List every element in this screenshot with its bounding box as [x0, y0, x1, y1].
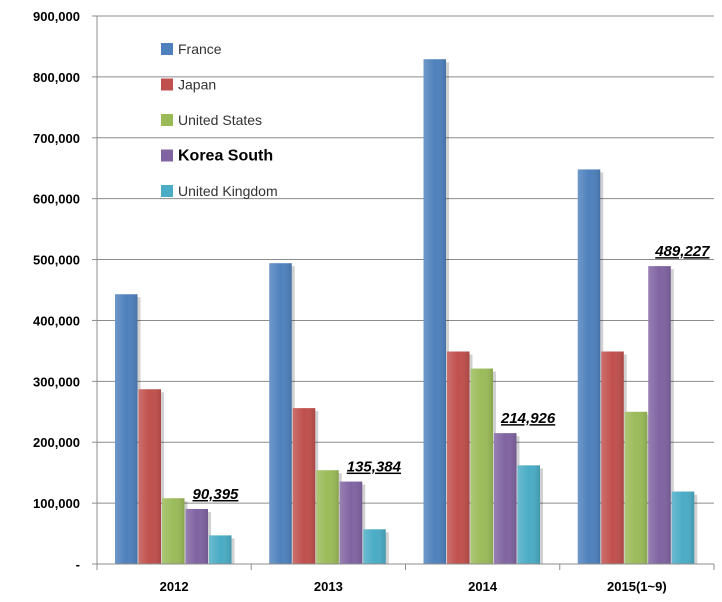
y-axis-tick-labels: - 100,000 200,000 300,000 400,000 500,000 600,… [33, 9, 97, 572]
bar-shading [316, 470, 339, 564]
bar-shading [185, 508, 208, 564]
bar-shading [648, 266, 671, 564]
value-callout: 489,227 [654, 243, 710, 260]
y-tick-label: 300,000 [33, 374, 80, 389]
x-tick-label: 2014 [468, 579, 498, 594]
legend-swatch [161, 43, 173, 55]
bar-shading [292, 408, 316, 564]
y-tick-label: 400,000 [33, 313, 80, 328]
bar-shading [363, 529, 386, 564]
x-axis-tick-labels: 2012 2013 2014 2015(1~9) [160, 579, 667, 594]
legend-label: Korea South [178, 148, 273, 165]
bar-shading [138, 389, 161, 564]
legend-swatch [161, 114, 173, 126]
value-callout: 90,395 [193, 486, 240, 503]
axes [96, 16, 715, 570]
gridlines [97, 15, 714, 504]
y-tick-label: 100,000 [33, 496, 80, 511]
bar-shading [577, 169, 601, 564]
legend-label: United Kingdom [178, 183, 278, 199]
legend-label: France [178, 41, 222, 57]
bar-shading [601, 351, 624, 564]
bars [115, 59, 698, 564]
bar-shading [447, 351, 470, 564]
x-tick-label: 2015(1~9) [607, 579, 667, 594]
y-tick-label: - [76, 557, 80, 572]
bar-shading [115, 294, 138, 564]
legend-swatch [161, 149, 173, 162]
y-tick-label: 200,000 [33, 435, 80, 450]
bar-shading [339, 481, 363, 564]
bar-shading [470, 368, 493, 564]
legend-swatch [161, 185, 173, 197]
y-tick-label: 500,000 [33, 253, 80, 268]
bar-shading [423, 59, 446, 564]
bar-shading [209, 535, 232, 564]
bar-shading [671, 491, 695, 564]
y-tick-label: 900,000 [33, 9, 80, 24]
bar-shading [162, 498, 185, 564]
value-callout: 135,384 [347, 459, 402, 476]
y-tick-label: 600,000 [33, 192, 80, 207]
x-tick-label: 2012 [160, 579, 189, 594]
bar-shading [624, 411, 648, 564]
legend: France Japan United States Korea South Unite… [161, 41, 278, 199]
bar-shading [517, 465, 540, 564]
y-tick-label: 800,000 [33, 70, 80, 85]
y-tick-label: 700,000 [33, 131, 80, 146]
legend-swatch [161, 78, 173, 91]
bar-shading [494, 433, 517, 564]
legend-label: Japan [178, 77, 216, 93]
legend-label: United States [178, 112, 262, 128]
value-callout: 214,926 [500, 410, 556, 427]
x-tick-label: 2013 [314, 579, 343, 594]
korea-value-callouts: 90,395 135,384 214,926 489,227 [193, 243, 711, 503]
bar-shading [269, 263, 292, 564]
